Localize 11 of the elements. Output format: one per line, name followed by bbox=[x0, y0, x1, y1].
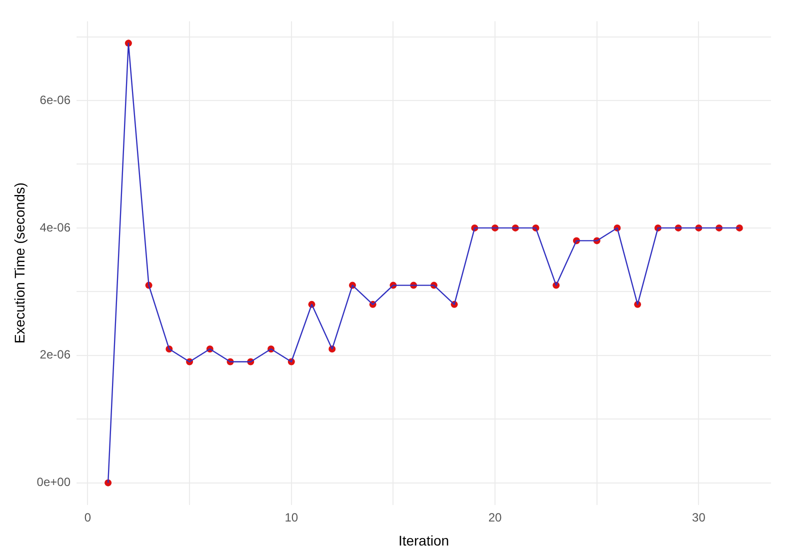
x-tick-label: 10 bbox=[284, 510, 298, 524]
y-tick-label: 0e+00 bbox=[36, 475, 71, 490]
x-axis-title: Iteration bbox=[398, 532, 450, 548]
y-tick-label: 6e-06 bbox=[40, 92, 71, 107]
y-tick-label: 4e-06 bbox=[40, 220, 71, 234]
x-tick-label: 30 bbox=[692, 510, 706, 524]
x-tick-label: 0 bbox=[84, 510, 92, 524]
point bbox=[736, 224, 743, 232]
x-tick-label: 20 bbox=[488, 510, 502, 524]
y-tick-label: 2e-06 bbox=[40, 348, 71, 362]
y-axis-title: Execution Time (seconds) bbox=[11, 182, 28, 344]
